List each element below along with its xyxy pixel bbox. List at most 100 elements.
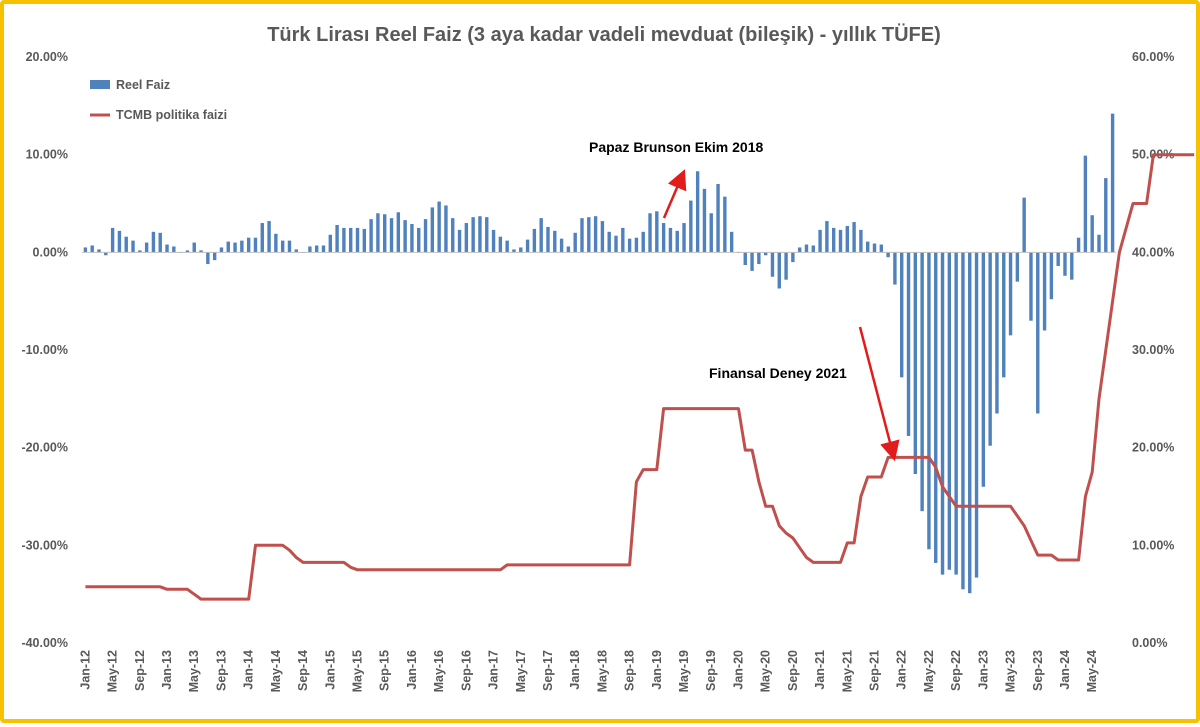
- x-tick-label: Sep-20: [786, 650, 800, 691]
- left-tick-label: 20.00%: [26, 50, 68, 64]
- x-tick-label: May-15: [351, 650, 365, 692]
- x-tick-label: Jan-23: [976, 650, 990, 690]
- reel-faiz-bar: [110, 227, 115, 253]
- annotation-finansal-text: Finansal Deney 2021: [709, 365, 847, 381]
- reel-faiz-bar: [457, 229, 462, 253]
- reel-faiz-bar: [104, 252, 108, 256]
- x-tick-label: Jan-13: [160, 650, 174, 690]
- reel-faiz-bar: [886, 252, 890, 258]
- x-tick-label: Sep-16: [459, 650, 473, 691]
- reel-faiz-bar: [587, 217, 591, 253]
- reel-faiz-bar: [559, 238, 564, 253]
- reel-faiz-bar: [1063, 252, 1067, 276]
- x-tick-label: May-17: [514, 650, 528, 692]
- reel-faiz-bar: [900, 252, 904, 378]
- x-tick-label: May-18: [595, 650, 609, 692]
- annotation-brunson: Papaz Brunson Ekim 2018: [589, 139, 764, 219]
- reel-faiz-bar: [1104, 178, 1108, 253]
- x-tick-label: Sep-22: [949, 650, 963, 691]
- right-axis: 60.00%50.00%40.00%30.00%20.00%10.00%0.00…: [1132, 50, 1174, 650]
- x-tick-label: May-21: [840, 650, 854, 692]
- reel-faiz-bar: [600, 221, 605, 253]
- reel-faiz-bar: [614, 235, 618, 253]
- reel-faiz-bar: [852, 222, 856, 253]
- reel-faiz-bar: [246, 237, 251, 253]
- x-tick-label: May-22: [922, 650, 936, 692]
- reel-faiz-bar: [661, 223, 666, 253]
- reel-faiz-bar: [845, 225, 849, 253]
- x-tick-label: Jan-14: [242, 650, 256, 690]
- reel-faiz-bar: [185, 250, 190, 253]
- reel-faiz-bar: [97, 249, 101, 253]
- legend-label-reel-faiz: Reel Faiz: [116, 78, 170, 92]
- reel-faiz-bar: [131, 240, 135, 253]
- reel-faiz-bar: [811, 245, 815, 253]
- reel-faiz-bar: [1022, 197, 1026, 253]
- reel-faiz-bar: [478, 216, 482, 253]
- annotation-finansal-arrow: [858, 326, 900, 462]
- reel-faiz-bar: [913, 252, 918, 475]
- reel-faiz-bar: [1049, 252, 1054, 300]
- reel-faiz-bar: [634, 237, 639, 253]
- reel-faiz-bar: [165, 244, 169, 253]
- reel-faiz-bar: [995, 252, 999, 414]
- reel-faiz-bar: [947, 252, 952, 570]
- reel-faiz-bar: [158, 232, 162, 253]
- policy-rate-line: [85, 153, 1195, 601]
- right-tick-label: 10.00%: [1132, 538, 1174, 552]
- reel-faiz-bar: [464, 223, 469, 253]
- reel-faiz-bar: [423, 219, 428, 253]
- reel-faiz-bar: [206, 252, 210, 265]
- x-tick-label: Sep-21: [868, 650, 882, 691]
- reel-faiz-bar: [702, 188, 707, 253]
- reel-faiz-bar: [519, 247, 523, 253]
- reel-faiz-bar: [716, 183, 720, 253]
- left-tick-label: 0.00%: [33, 245, 68, 259]
- reel-faiz-bar: [566, 246, 571, 253]
- reel-faiz-bar: [532, 228, 537, 253]
- reel-faiz-bar: [233, 242, 237, 253]
- reel-faiz-bar: [1042, 252, 1047, 331]
- x-tick-label: Sep-19: [704, 650, 718, 691]
- reel-faiz-bar: [124, 236, 128, 253]
- reel-faiz-bar: [825, 221, 829, 253]
- reel-faiz-bar: [83, 247, 88, 253]
- reel-faiz-bar: [369, 219, 373, 253]
- reel-faiz-bar: [287, 240, 292, 253]
- reel-faiz-bar: [376, 213, 380, 253]
- reel-faiz-bar: [791, 252, 795, 263]
- reel-faiz-bar: [212, 252, 217, 261]
- reel-faiz-bar: [723, 196, 727, 253]
- reel-faiz-bar: [444, 205, 448, 253]
- reel-faiz-bar: [757, 252, 761, 265]
- reel-faiz-bar: [763, 252, 768, 256]
- left-tick-label: -30.00%: [21, 538, 68, 552]
- reel-faiz-bar: [879, 244, 884, 253]
- reel-faiz-bar: [505, 240, 509, 253]
- reel-faiz-bar: [859, 229, 863, 253]
- x-tick-label: Jan-16: [405, 650, 419, 690]
- x-tick-label: May-20: [759, 650, 773, 692]
- reel-faiz-bar: [573, 232, 577, 253]
- reel-faiz-bar: [1097, 234, 1101, 253]
- reel-faiz-bar: [968, 252, 972, 594]
- reel-faiz-bar: [539, 218, 543, 253]
- x-tick-label: Jan-21: [813, 650, 827, 690]
- reel-faiz-bar: [226, 241, 230, 253]
- reel-faiz-bar: [1070, 252, 1074, 280]
- x-tick-label: May-13: [187, 650, 201, 692]
- reel-faiz-bar: [1008, 252, 1013, 336]
- reel-faiz-bar: [988, 252, 992, 446]
- reel-faiz-bar: [927, 252, 931, 550]
- reel-faiz-bar: [641, 231, 645, 253]
- reel-faiz-bar: [961, 252, 965, 590]
- reel-faiz-bar: [750, 252, 754, 271]
- reel-faiz-bar: [954, 252, 958, 575]
- reel-faiz-bar: [280, 240, 285, 253]
- x-tick-label: Sep-17: [541, 650, 555, 691]
- reel-faiz-bar: [498, 236, 503, 253]
- reel-faiz-bar: [655, 211, 659, 253]
- reel-faiz-bar: [192, 242, 196, 253]
- reel-faiz-bar: [920, 252, 924, 512]
- reel-faiz-bar: [804, 244, 809, 253]
